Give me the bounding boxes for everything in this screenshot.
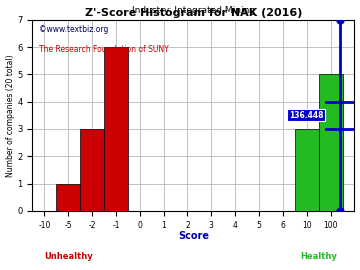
Text: The Research Foundation of SUNY: The Research Foundation of SUNY [39, 45, 168, 54]
Text: ©www.textbiz.org: ©www.textbiz.org [39, 25, 108, 35]
Text: Unhealthy: Unhealthy [44, 252, 93, 261]
X-axis label: Score: Score [178, 231, 209, 241]
Text: 136.448: 136.448 [289, 111, 323, 120]
Text: Industry: Integrated Mining: Industry: Integrated Mining [132, 6, 255, 15]
Text: Healthy: Healthy [300, 252, 337, 261]
Title: Z'-Score Histogram for NAK (2016): Z'-Score Histogram for NAK (2016) [85, 8, 302, 18]
Bar [319, 74, 342, 211]
Bar [104, 47, 128, 211]
Y-axis label: Number of companies (20 total): Number of companies (20 total) [5, 54, 14, 177]
Bar [56, 184, 80, 211]
Bar [295, 129, 319, 211]
Bar [80, 129, 104, 211]
